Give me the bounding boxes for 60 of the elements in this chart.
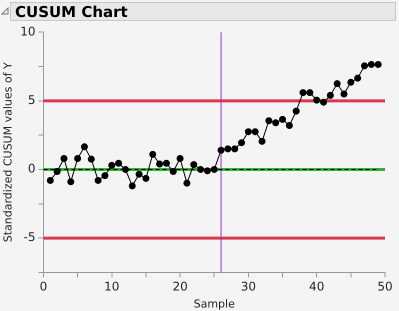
y-tick-label: 5 xyxy=(28,92,36,107)
point xyxy=(94,176,102,184)
x-tick-label: 40 xyxy=(309,280,324,294)
point xyxy=(286,122,293,130)
x-tick-label: 50 xyxy=(377,280,393,294)
point xyxy=(224,145,232,152)
point xyxy=(74,154,82,162)
point xyxy=(368,60,375,68)
point xyxy=(190,161,198,168)
point xyxy=(306,89,314,96)
point xyxy=(265,117,272,124)
x-tick-label: 20 xyxy=(172,280,188,294)
x-tick-label: 10 xyxy=(104,280,120,294)
y-axis-title: Standardized CUSUM values of Y xyxy=(1,62,14,242)
point xyxy=(88,156,95,163)
point xyxy=(347,78,354,86)
point xyxy=(231,145,238,152)
point xyxy=(54,168,61,176)
point xyxy=(60,154,68,162)
y-tick-label: 0 xyxy=(28,162,36,176)
point xyxy=(128,182,136,190)
x-tick-label: 0 xyxy=(40,280,48,294)
point xyxy=(108,162,116,169)
point xyxy=(197,166,204,173)
x-tick-label: 30 xyxy=(240,280,256,294)
point xyxy=(115,160,122,167)
point xyxy=(142,174,150,182)
x-axis-title: Sample xyxy=(194,297,236,310)
point xyxy=(170,168,177,176)
point xyxy=(292,108,300,115)
point xyxy=(136,170,143,178)
y-tick-label: 10 xyxy=(20,24,36,38)
point xyxy=(218,146,225,154)
point xyxy=(272,119,280,126)
point xyxy=(176,154,184,162)
point xyxy=(46,176,54,184)
point xyxy=(326,92,334,99)
point xyxy=(300,89,307,96)
point xyxy=(334,80,341,88)
y-tick-label: -5 xyxy=(24,230,36,244)
point xyxy=(354,74,362,82)
point xyxy=(238,139,246,146)
point xyxy=(183,180,190,187)
point xyxy=(67,178,74,186)
point xyxy=(80,143,88,150)
point xyxy=(258,138,266,145)
point xyxy=(361,62,368,70)
point xyxy=(252,128,259,136)
point xyxy=(313,96,320,104)
point xyxy=(244,128,252,136)
point xyxy=(340,90,348,98)
point xyxy=(122,166,129,173)
point xyxy=(374,60,382,68)
point xyxy=(149,150,156,158)
chart-title: CUSUM Chart xyxy=(10,2,396,21)
point xyxy=(156,160,164,168)
point xyxy=(320,98,328,106)
point xyxy=(101,172,108,180)
point xyxy=(279,116,286,123)
point xyxy=(162,160,170,167)
